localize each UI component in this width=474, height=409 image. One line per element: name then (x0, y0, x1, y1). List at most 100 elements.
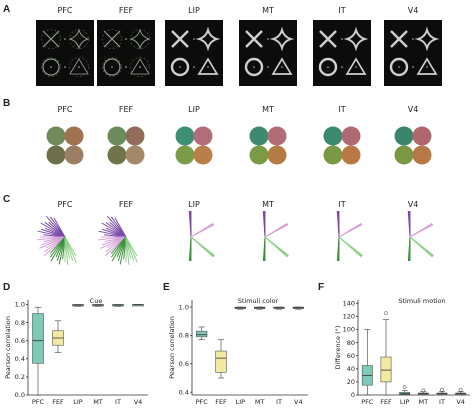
color-circle (249, 126, 269, 146)
color-circle (341, 126, 361, 146)
center-dot (179, 66, 181, 68)
row-c-label-pfc: PFC (57, 200, 72, 209)
y-tick-label: 40 (347, 365, 355, 373)
row-b-label-mt: MT (262, 105, 274, 114)
fan-line (264, 222, 288, 238)
circle-shape (389, 57, 409, 77)
center-dot (78, 66, 80, 68)
panel-letter-f: F (318, 282, 325, 293)
fan-line (338, 236, 363, 256)
y-tick-label: 0.8 (15, 319, 25, 327)
y-tick-label: 140 (343, 299, 355, 307)
fan-line (188, 211, 192, 238)
fan-line (409, 222, 433, 238)
triangle-shape (271, 57, 293, 75)
y-tick-label: 0.2 (15, 373, 25, 381)
center-dot (341, 66, 343, 68)
fan-line (262, 211, 266, 238)
x-tick-label: MT (419, 398, 429, 406)
noise-ring (130, 29, 150, 49)
tile-v4 (384, 20, 442, 86)
noise-ring (41, 29, 61, 49)
color-circle (394, 145, 414, 165)
row-b-label-pfc: PFC (57, 105, 72, 114)
center-dot (139, 66, 141, 68)
noise-ring (41, 57, 61, 77)
row-b-label-v4: V4 (408, 105, 419, 114)
tile-mt (239, 20, 297, 86)
x-tick-label: PFC (361, 398, 374, 406)
color-circle (107, 126, 127, 146)
star-shape (195, 26, 221, 52)
row-b-label-lip: LIP (188, 105, 200, 114)
panel-letter-b: B (3, 98, 11, 109)
fan-line (336, 211, 340, 238)
color-circle (175, 145, 195, 165)
tile-pfc (36, 20, 94, 86)
y-tick-label: 1.0 (179, 303, 189, 311)
panel-letter-d: D (3, 282, 11, 293)
x-tick-label: PFC (196, 398, 209, 406)
tile-lip (165, 20, 223, 86)
center-dot (426, 66, 428, 68)
panel-letter-a: A (3, 4, 11, 15)
center-dot (111, 66, 113, 68)
y-tick-label: 0.8 (179, 332, 189, 340)
fan-line (64, 236, 77, 257)
color-circle (46, 145, 66, 165)
color-circle (107, 145, 127, 165)
fan-line (409, 236, 434, 256)
y-tick-label: 120 (343, 313, 355, 321)
center-dot (412, 66, 414, 68)
outlier-point (421, 388, 426, 393)
panel-letter-c: C (3, 194, 11, 205)
x-tick-label: IT (276, 398, 282, 406)
x-tick-label: FEF (215, 398, 227, 406)
row-b-label-fef: FEF (119, 105, 134, 114)
y-tick-label: 0.4 (15, 355, 25, 363)
x-tick-label: V4 (134, 398, 143, 406)
row-a-label-mt: MT (262, 6, 274, 15)
y-tick-label: 100 (343, 326, 355, 334)
x-tick-label: LIP (400, 398, 410, 406)
center-dot (193, 66, 195, 68)
x-tick-label: IT (439, 398, 445, 406)
x-tick-label: PFC (32, 398, 45, 406)
star-shape (129, 28, 151, 50)
tile-fef (97, 20, 155, 86)
x-tick-label: FEF (380, 398, 392, 406)
color-circle (175, 126, 195, 146)
color-circle (323, 126, 343, 146)
row-a-label-lip: LIP (188, 6, 200, 15)
center-dot (281, 66, 283, 68)
color-circle (341, 145, 361, 165)
x-tick-label: V4 (294, 398, 303, 406)
color-circle (125, 126, 145, 146)
center-dot (412, 38, 414, 40)
row-a-label-pfc: PFC (57, 6, 72, 15)
center-dot (327, 66, 329, 68)
chart-title: Cue (90, 297, 103, 305)
y-axis-label: Difference (°) (334, 326, 342, 370)
triangle-shape (197, 57, 219, 75)
box (215, 350, 227, 373)
noise-ring (69, 29, 89, 49)
outlier-point (384, 311, 388, 316)
color-circle (412, 126, 432, 146)
y-tick-label: 60 (347, 352, 355, 360)
row-b-label-it: IT (338, 105, 345, 114)
chart-stimuli-motion: 0 20 40 60 80 100 120 140 Difference (°) Stimuli … (334, 297, 470, 406)
center-dot (267, 66, 269, 68)
box (32, 313, 44, 364)
color-circle (64, 126, 84, 146)
star-shape (414, 26, 440, 52)
color-circle (64, 145, 84, 165)
star-shape (269, 26, 295, 52)
y-tick-label: 1.0 (15, 301, 25, 309)
y-axis-label: Pearson correlation (168, 316, 176, 379)
row-c-label-lip: LIP (188, 200, 200, 209)
y-tick-label: 0 (351, 391, 355, 399)
center-dot (253, 66, 255, 68)
